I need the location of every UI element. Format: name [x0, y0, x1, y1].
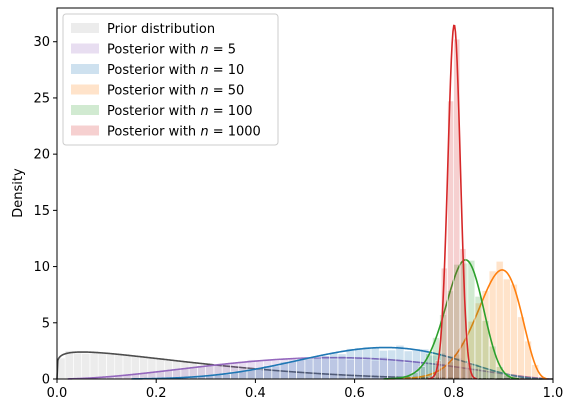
histogram-bar	[362, 346, 372, 380]
histogram-bar	[425, 353, 433, 380]
legend-swatch	[71, 105, 99, 115]
y-tick-label: 5	[42, 316, 50, 331]
histogram-bar	[313, 357, 322, 380]
y-tick-label: 25	[33, 91, 50, 106]
histogram-bar	[98, 352, 107, 380]
x-tick-label: 0.2	[146, 386, 167, 401]
histogram-bar	[531, 364, 539, 380]
histogram-bar	[395, 345, 405, 380]
histogram-bar	[474, 296, 483, 380]
x-tick-label: 1.0	[543, 386, 564, 401]
legend-entry: Prior distribution	[107, 22, 215, 37]
histogram-bar	[296, 358, 305, 380]
legend: Prior distribution Posterior with n = 5 Po…	[62, 13, 279, 146]
legend-entry: Posterior with n = 1000	[107, 125, 261, 140]
histogram-bar	[288, 361, 297, 380]
legend-entry: Posterior with n = 100	[107, 104, 253, 119]
y-axis: 0 5 10 15 20 25 30	[33, 35, 57, 388]
x-tick-label: 0.6	[344, 386, 365, 401]
density-line	[131, 346, 543, 380]
y-axis-label: Density	[11, 168, 26, 218]
series-5	[428, 24, 479, 380]
x-tick-label: 0.4	[245, 386, 266, 401]
histogram-bar	[271, 365, 281, 380]
histogram-bar	[510, 284, 518, 380]
y-tick-label: 10	[33, 260, 50, 275]
legend-entry: Posterior with n = 10	[107, 63, 244, 78]
y-tick-label: 20	[33, 148, 50, 163]
legend-swatch	[71, 64, 99, 74]
legend-swatch	[71, 125, 99, 136]
histogram-bar	[337, 353, 347, 380]
density-line	[387, 269, 548, 380]
legend-swatch	[71, 43, 99, 54]
y-tick-label: 15	[33, 204, 50, 219]
series-3	[387, 261, 548, 380]
histogram-bar	[370, 347, 380, 380]
histogram-bar	[503, 278, 511, 380]
plot-layer	[56, 24, 553, 380]
legend-box	[62, 13, 279, 146]
histogram-bar	[517, 316, 525, 380]
x-axis: 0.0 0.2 0.4 0.6 0.8 1.0	[47, 379, 564, 401]
histogram-bar	[387, 349, 396, 380]
histogram-bar	[73, 353, 82, 380]
histogram-bar	[379, 350, 388, 380]
density-line	[428, 24, 478, 380]
histogram-bar	[354, 347, 363, 380]
histogram-bar	[304, 358, 314, 380]
histogram-bar	[346, 348, 355, 380]
histogram-bar	[255, 369, 264, 380]
legend-entry: Posterior with n = 50	[107, 84, 244, 99]
histogram-bar	[329, 352, 338, 380]
legend-swatch	[71, 84, 99, 95]
y-tick-label: 0	[42, 373, 50, 388]
histogram-bar	[65, 350, 74, 380]
legend-entry: Posterior with n = 5	[107, 43, 236, 58]
plot-frame	[56, 7, 554, 380]
histogram-bar	[321, 355, 330, 380]
x-tick-label: 0.0	[47, 386, 68, 401]
legend-swatch	[71, 23, 99, 33]
histogram-bar	[81, 353, 90, 380]
y-tick-label: 30	[33, 35, 50, 50]
x-tick-label: 0.8	[443, 386, 464, 401]
histogram-bar	[222, 373, 231, 380]
histogram-bar	[89, 350, 99, 380]
histogram-bar	[106, 354, 115, 380]
density-line	[383, 259, 520, 380]
